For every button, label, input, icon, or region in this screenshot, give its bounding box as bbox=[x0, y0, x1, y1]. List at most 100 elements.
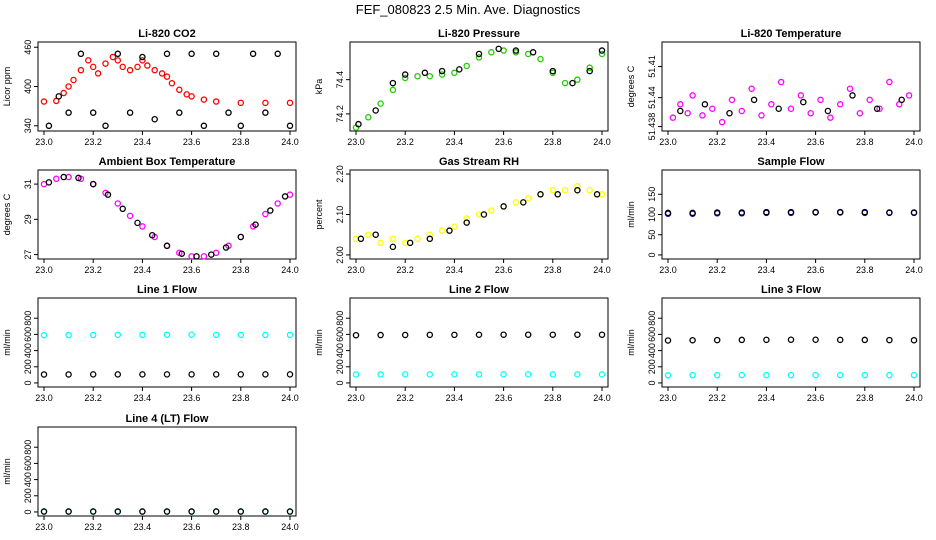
x-tick-label: 23.8 bbox=[232, 393, 250, 403]
x-tick-label: 24.0 bbox=[905, 393, 923, 403]
x-tick-label: 23.0 bbox=[35, 137, 53, 147]
data-point bbox=[426, 371, 434, 378]
x-tick-label: 23.4 bbox=[134, 137, 152, 147]
data-point bbox=[114, 50, 122, 58]
data-point bbox=[237, 99, 245, 107]
data-point bbox=[689, 336, 696, 344]
x-tick-label: 23.4 bbox=[758, 393, 776, 403]
y-tick-label: 400 bbox=[23, 79, 33, 94]
data-point bbox=[677, 107, 684, 115]
data-point bbox=[401, 74, 409, 82]
data-point bbox=[178, 250, 186, 257]
data-point bbox=[89, 63, 97, 71]
data-point bbox=[212, 98, 220, 105]
y-tick-label: 2.00 bbox=[335, 246, 345, 264]
panel-title: Line 3 Flow bbox=[761, 284, 821, 296]
y-tick-label: 51.438 bbox=[647, 113, 657, 141]
data-point bbox=[426, 72, 434, 80]
data-point bbox=[684, 109, 691, 117]
data-point bbox=[738, 107, 746, 115]
x-tick-label: 23.6 bbox=[183, 137, 201, 147]
data-point bbox=[677, 101, 684, 108]
data-point bbox=[728, 96, 736, 104]
data-point bbox=[237, 122, 245, 130]
data-point bbox=[389, 86, 397, 94]
data-point bbox=[689, 209, 696, 217]
x-tick-label: 23.6 bbox=[807, 393, 825, 403]
data-point bbox=[262, 210, 269, 218]
y-tick-label: 0 bbox=[647, 380, 657, 385]
data-point bbox=[524, 331, 532, 338]
plot-frame bbox=[37, 169, 297, 260]
data-point bbox=[401, 371, 409, 378]
data-point bbox=[421, 69, 429, 77]
series-average bbox=[40, 508, 294, 515]
x-tick-label: 23.2 bbox=[708, 137, 726, 147]
data-point bbox=[53, 175, 60, 183]
data-point bbox=[488, 207, 495, 214]
data-point bbox=[876, 105, 883, 113]
data-point bbox=[262, 371, 269, 378]
data-point bbox=[401, 331, 409, 339]
x-tick-label: 24.0 bbox=[905, 137, 923, 147]
y-tick-label: 600 bbox=[647, 327, 657, 342]
data-point bbox=[524, 195, 532, 202]
data-point bbox=[800, 98, 807, 106]
data-point bbox=[163, 50, 171, 58]
y-tick-label: 600 bbox=[23, 327, 33, 342]
data-point bbox=[352, 331, 360, 339]
data-point bbox=[89, 371, 97, 378]
y-tick-label: 800 bbox=[23, 440, 33, 455]
panel-title: Line 2 Flow bbox=[449, 284, 509, 296]
panel-8: Line 2 Flow ml/min 23.0 23.2 23.4 23.6 23.8 24.… bbox=[314, 284, 611, 403]
data-point bbox=[861, 371, 869, 379]
y-tick-label: 0 bbox=[647, 252, 657, 257]
data-point bbox=[70, 76, 77, 84]
data-point bbox=[249, 50, 257, 58]
data-point bbox=[475, 54, 483, 61]
x-tick-label: 23.0 bbox=[35, 393, 53, 403]
data-point bbox=[529, 49, 537, 56]
y-tick-label: 200 bbox=[23, 359, 33, 374]
data-point bbox=[787, 336, 795, 343]
data-point bbox=[225, 109, 232, 116]
data-point bbox=[212, 331, 220, 339]
data-point bbox=[713, 336, 721, 344]
data-point bbox=[537, 191, 544, 198]
data-point bbox=[414, 235, 421, 243]
y-axis-label: ml/min bbox=[2, 458, 12, 485]
data-point bbox=[365, 231, 372, 238]
x-tick-label: 23.8 bbox=[232, 137, 250, 147]
data-point bbox=[726, 109, 733, 117]
data-point bbox=[500, 331, 507, 338]
data-point bbox=[549, 331, 557, 338]
data-point bbox=[426, 231, 434, 238]
y-tick-label: 74.2 bbox=[335, 105, 345, 123]
data-point bbox=[910, 209, 918, 216]
data-point bbox=[438, 71, 446, 78]
data-point bbox=[701, 101, 709, 108]
data-point bbox=[65, 508, 72, 515]
data-point bbox=[669, 114, 677, 121]
data-point bbox=[200, 96, 208, 103]
data-point bbox=[188, 371, 195, 378]
x-tick-label: 23.2 bbox=[84, 522, 102, 532]
panel-title: Li-820 Pressure bbox=[438, 28, 520, 40]
x-tick-label: 23.4 bbox=[446, 137, 464, 147]
data-point bbox=[748, 85, 755, 92]
x-tick-label: 24.0 bbox=[593, 393, 611, 403]
plot-frame bbox=[37, 41, 297, 132]
data-point bbox=[389, 243, 397, 251]
y-tick-label: 400 bbox=[335, 343, 345, 358]
series-raw bbox=[352, 371, 606, 378]
data-point bbox=[377, 371, 384, 378]
data-point bbox=[389, 79, 397, 87]
data-point bbox=[738, 371, 746, 379]
data-point bbox=[389, 235, 397, 243]
data-point bbox=[163, 331, 171, 338]
data-point bbox=[495, 45, 502, 53]
y-tick-label: 100 bbox=[647, 207, 657, 222]
x-tick-label: 24.0 bbox=[281, 522, 299, 532]
data-point bbox=[114, 57, 122, 64]
